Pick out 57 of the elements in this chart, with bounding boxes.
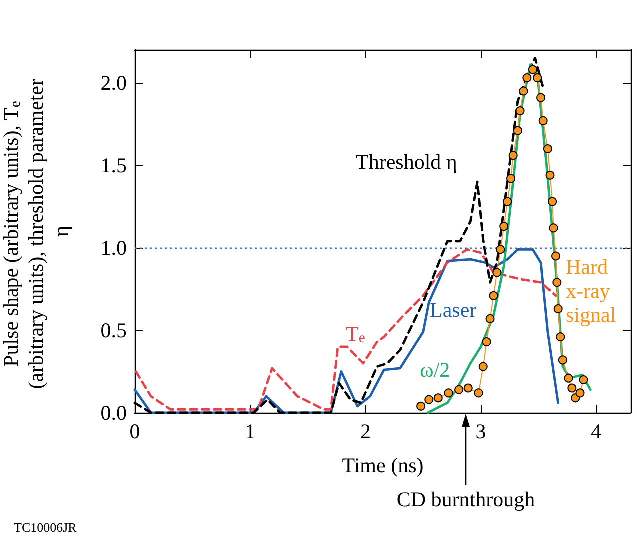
y-tick-label: 1.0 <box>100 236 127 260</box>
point <box>552 278 562 288</box>
y-tick-label: 0.0 <box>100 401 127 425</box>
series-label: Laser <box>430 298 477 322</box>
point <box>444 388 454 398</box>
x-tick-label: 1 <box>245 420 256 444</box>
point <box>482 338 492 347</box>
point <box>486 314 495 324</box>
point <box>496 245 506 254</box>
x-tick-label: 3 <box>476 420 486 444</box>
point <box>554 304 563 314</box>
point <box>513 126 522 136</box>
point <box>454 385 464 394</box>
series-label: Threshold η <box>356 150 458 174</box>
point <box>576 388 585 398</box>
text: CD burnthrough <box>396 488 536 512</box>
point <box>492 268 502 278</box>
point <box>474 388 484 398</box>
point <box>538 116 548 126</box>
x-tick-label: 4 <box>591 420 602 444</box>
point <box>416 402 426 411</box>
point <box>506 174 516 184</box>
point <box>434 394 443 403</box>
point <box>536 93 546 102</box>
point <box>500 222 509 232</box>
series-label: ω/2 <box>420 358 450 382</box>
x-tick-label: 0 <box>130 420 140 444</box>
point <box>579 376 588 384</box>
point <box>528 65 538 74</box>
y-tick-label: 0.5 <box>100 318 127 342</box>
legend-label: Hard x-ray signal <box>566 255 616 327</box>
point <box>564 374 574 383</box>
point <box>516 106 525 116</box>
point <box>508 151 518 160</box>
point <box>424 395 434 404</box>
text: TC10006JR <box>14 520 78 535</box>
y-axis-title: Pulse shape (arbitrary units), Te (arbitrary units), threshold parameter η <box>0 74 73 390</box>
series-label: Te <box>346 322 366 346</box>
point <box>568 384 577 393</box>
point <box>478 362 488 372</box>
point <box>558 356 568 365</box>
y-tick-label: 2.0 <box>100 71 127 95</box>
point <box>543 144 552 154</box>
point <box>489 291 498 300</box>
y-tick-label: 1.5 <box>100 154 127 178</box>
point <box>533 74 542 83</box>
point <box>552 252 561 261</box>
point <box>556 332 566 342</box>
point <box>549 224 558 233</box>
point <box>548 197 558 206</box>
point <box>464 384 473 393</box>
point <box>519 86 528 96</box>
x-tick-label: 2 <box>360 420 371 444</box>
point <box>503 197 512 206</box>
x-axis-title: Time (ns) <box>342 454 424 478</box>
point <box>546 170 555 180</box>
point <box>522 74 532 83</box>
